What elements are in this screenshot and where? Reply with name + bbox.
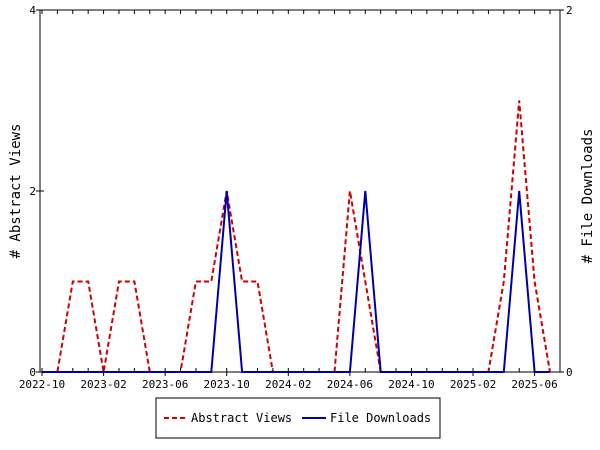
y-right-tick-label: 2 xyxy=(566,4,573,17)
series-line-file-downloads xyxy=(42,190,550,373)
x-tick-label: 2024-10 xyxy=(388,378,434,391)
x-tick-label: 2023-10 xyxy=(204,378,250,391)
y-right-tick-label: 0 xyxy=(566,366,573,379)
legend-label-file-downloads: File Downloads xyxy=(330,411,431,425)
x-tick-label: 2025-02 xyxy=(450,378,496,391)
x-tick-label: 2023-06 xyxy=(142,378,188,391)
series-layer xyxy=(42,100,551,373)
y-axis-right: 02 xyxy=(556,4,573,379)
x-tick-label: 2023-02 xyxy=(80,378,126,391)
legend-box xyxy=(155,397,441,439)
x-tick-label: 2024-02 xyxy=(265,378,311,391)
plot-area xyxy=(39,9,561,373)
y-axis-right-label: # File Downloads xyxy=(580,129,596,264)
x-tick-label: 2024-06 xyxy=(327,378,373,391)
x-tick-label: 2025-06 xyxy=(511,378,557,391)
x-tick-label: 2022-10 xyxy=(19,378,65,391)
y-left-tick-label: 0 xyxy=(29,366,36,379)
y-left-tick-label: 2 xyxy=(29,185,36,198)
legend: Abstract Views File Downloads xyxy=(155,397,441,439)
y-left-tick-label: 4 xyxy=(29,4,36,17)
y-axis-left-label: # Abstract Views xyxy=(8,124,24,259)
legend-label-abstract-views: Abstract Views xyxy=(191,411,292,425)
